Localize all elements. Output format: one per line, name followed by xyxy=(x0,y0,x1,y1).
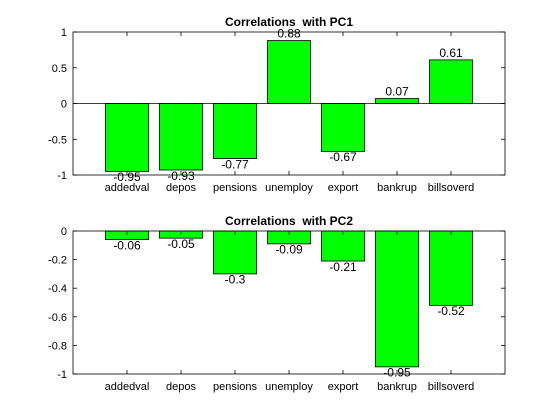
x-tick-label-pensions: pensions xyxy=(213,381,258,393)
bar-depos xyxy=(159,104,202,171)
chart-pc2: -0.06 -0.05-0.3-0.09-0.21-0.95-0.52-1-0.8… xyxy=(48,214,505,393)
y-tick-label: 1 xyxy=(61,27,67,39)
data-label-export: -0.21 xyxy=(329,260,357,274)
bar-billsoverd xyxy=(429,231,472,305)
x-tick-label-depos: depos xyxy=(166,381,196,393)
x-tick-label-billsoverd: billsoverd xyxy=(428,381,474,393)
x-tick-label-unemploy: unemploy xyxy=(265,381,313,393)
y-tick-label: -0.5 xyxy=(48,134,67,146)
bar-export xyxy=(321,231,364,261)
chart-title-pc1: Correlations with PC1 xyxy=(225,15,353,29)
y-tick-label: 0 xyxy=(61,99,67,111)
data-label-pensions: -0.77 xyxy=(221,157,249,171)
chart-pc1: -0.95 -0.93-0.770.88-0.670.070.61-1-0.500… xyxy=(48,15,505,194)
y-tick-label: -0.2 xyxy=(48,255,67,267)
bar-export xyxy=(321,104,364,152)
x-tick-label-addedval: addedval xyxy=(105,182,150,194)
data-label-export: -0.67 xyxy=(329,150,357,164)
data-label-depos: -0.93 xyxy=(167,169,195,183)
x-tick-label-bankrup: bankrup xyxy=(377,381,417,393)
y-tick-label: -0.8 xyxy=(48,340,67,352)
x-tick-label-billsoverd: billsoverd xyxy=(428,182,474,194)
bar-bankrup xyxy=(375,98,418,103)
data-label-unemploy: -0.09 xyxy=(275,243,303,257)
x-tick-label-unemploy: unemploy xyxy=(265,182,313,194)
bar-pensions xyxy=(213,231,256,274)
x-tick-label-pensions: pensions xyxy=(213,182,258,194)
data-label-pensions: -0.3 xyxy=(225,273,246,287)
y-tick-label: -1 xyxy=(57,369,67,381)
y-tick-label: -1 xyxy=(57,170,67,182)
data-label-billsoverd: 0.61 xyxy=(439,46,463,60)
bar-bankrup xyxy=(375,231,418,367)
data-label-bankrup: 0.07 xyxy=(385,84,409,98)
y-tick-label: 0 xyxy=(61,226,67,238)
data-label-addedval: -0.06 xyxy=(113,238,141,252)
x-tick-label-bankrup: bankrup xyxy=(377,182,417,194)
bar-billsoverd xyxy=(429,60,472,104)
y-tick-label: -0.6 xyxy=(48,312,67,324)
data-label-depos: -0.05 xyxy=(167,237,195,251)
x-tick-label-export: export xyxy=(328,381,359,393)
data-label-billsoverd: -0.52 xyxy=(437,304,465,318)
y-tick-label: -0.4 xyxy=(48,283,67,295)
bar-addedval xyxy=(105,104,148,172)
chart-title-pc2: Correlations with PC2 xyxy=(225,214,353,228)
x-tick-label-depos: depos xyxy=(166,182,196,194)
y-tick-label: 0.5 xyxy=(52,63,67,75)
bar-unemploy xyxy=(267,41,310,104)
bar-pensions xyxy=(213,104,256,159)
x-tick-label-export: export xyxy=(328,182,359,194)
x-tick-label-addedval: addedval xyxy=(105,381,150,393)
